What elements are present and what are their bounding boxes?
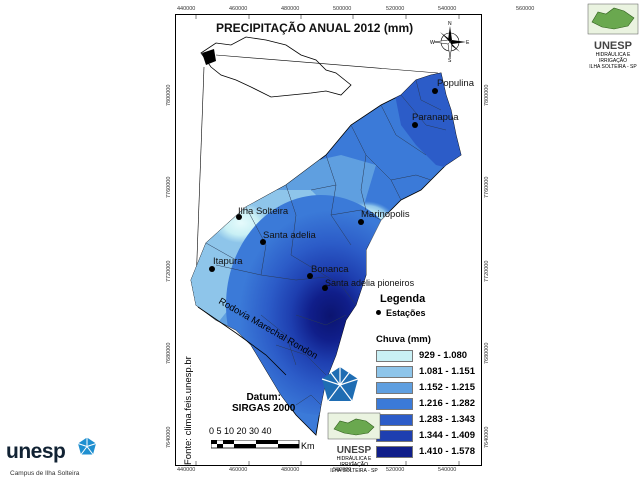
- coord-left-1: 7800000: [166, 84, 172, 106]
- coord-top-6: 540000: [438, 6, 457, 12]
- map-frame: [175, 14, 482, 466]
- coord-top-1: 440000: [177, 6, 196, 12]
- map-title: PRECIPITAÇÃO ANUAL 2012 (mm): [216, 21, 414, 35]
- coord-left-2: 7760000: [166, 176, 172, 198]
- coord-top-7: 560000: [516, 6, 535, 12]
- coord-right-1: 7800000: [484, 84, 490, 106]
- compass-rose-icon: N S W E: [430, 21, 470, 62]
- city-label: Marinopolis: [361, 209, 410, 220]
- legend-swatch: [376, 349, 413, 362]
- city-label: Santa adelia: [263, 230, 316, 241]
- campus-label: Campus de Ilha Solteira: [10, 470, 80, 477]
- legend-station-marker: [376, 310, 381, 315]
- legend-class-2: 1.081 - 1.151: [376, 365, 475, 378]
- legend-swatch: [376, 381, 413, 394]
- coord-left-5: 7640000: [166, 426, 172, 448]
- legend-class-4: 1.216 - 1.282: [376, 397, 475, 410]
- coord-top-4: 500000: [333, 6, 352, 12]
- city-label: Populina: [437, 78, 474, 89]
- compass-n: N: [448, 21, 452, 27]
- station-marker: [322, 285, 328, 291]
- legend-swatch: [376, 445, 413, 458]
- unesp-top-sub2: ILHA SOLTEIRA - SP: [589, 64, 637, 70]
- legend-class-1: 929 - 1.080: [376, 349, 467, 362]
- coord-top-2: 460000: [229, 6, 248, 12]
- unesp-brand: unesp: [6, 440, 66, 463]
- legend-title: Legenda: [380, 293, 426, 305]
- datum-block: Datum: SIRGAS 2000: [232, 392, 295, 414]
- unesp-mid-sub2: ILHA SOLTEIRA - SP: [330, 468, 378, 474]
- coord-right-2: 7760000: [484, 176, 490, 198]
- station-marker: [236, 214, 242, 220]
- coord-bottom-1: 440000: [177, 467, 196, 473]
- city-label: Ilha Solteira: [238, 206, 289, 217]
- coord-left-4: 7680000: [166, 342, 172, 364]
- coord-bottom-6: 540000: [438, 467, 457, 473]
- station-marker: [209, 266, 215, 272]
- unesp-logo-mid: UNESP HIDRÁULICA E IRRIGAÇÃO ILHA SOLTEI…: [326, 411, 382, 474]
- state-locator-map: [200, 36, 352, 98]
- state-map-icon: [587, 3, 639, 35]
- legend-class-5: 1.283 - 1.343: [376, 413, 475, 426]
- legend-stations-label: Estações: [386, 308, 426, 318]
- legend-class-label: 1.283 - 1.343: [419, 414, 475, 425]
- unesp-logo-top: UNESP HIDRÁULICA E IRRIGAÇÃO ILHA SOLTEI…: [586, 2, 640, 70]
- coord-top-3: 480000: [281, 6, 300, 12]
- coord-bottom-3: 480000: [281, 467, 300, 473]
- legend-swatch: [376, 397, 413, 410]
- coord-right-5: 7640000: [484, 426, 490, 448]
- station-marker: [432, 88, 438, 94]
- compass-w: W: [430, 40, 435, 46]
- source-credit: Fonte: clima.feis.unesp.br: [183, 356, 194, 465]
- legend-class-label: 1.081 - 1.151: [419, 366, 475, 377]
- coord-right-3: 7720000: [484, 260, 490, 282]
- legend-class-label: 1.152 - 1.215: [419, 382, 475, 393]
- unesp-polyhedron-logo: [321, 367, 359, 402]
- scale-unit: Km: [301, 441, 315, 451]
- state-map-icon: [327, 412, 381, 440]
- legend-class-label: 929 - 1.080: [419, 350, 468, 361]
- station-marker: [307, 273, 313, 279]
- city-label: Bonanca: [311, 264, 349, 275]
- legend-class-label: 1.344 - 1.409: [419, 430, 475, 441]
- unesp-small-polyhedron-icon: [77, 437, 97, 455]
- coord-top-5: 520000: [386, 6, 405, 12]
- compass-s: S: [448, 58, 452, 62]
- legend-class-7: 1.410 - 1.578: [376, 445, 475, 458]
- city-label: Itapura: [213, 256, 243, 267]
- unesp-mid-name: UNESP: [336, 445, 372, 456]
- datum-value: SIRGAS 2000: [232, 403, 296, 414]
- legend-chuva-label: Chuva (mm): [376, 334, 431, 345]
- unesp-top-name: UNESP: [594, 40, 632, 52]
- coord-bottom-5: 520000: [386, 467, 405, 473]
- legend-class-label: 1.410 - 1.578: [419, 446, 475, 457]
- legend-swatch: [376, 365, 413, 378]
- station-marker: [358, 219, 364, 225]
- map-canvas: [190, 15, 462, 465]
- station-marker: [260, 239, 266, 245]
- datum-label: Datum:: [246, 392, 281, 403]
- legend-class-label: 1.216 - 1.282: [419, 398, 475, 409]
- unesp-mid-sub1: HIDRÁULICA E IRRIGAÇÃO: [336, 456, 372, 468]
- unesp-top-sub1: HIDRÁULICA E IRRIGAÇÃO: [595, 52, 631, 64]
- legend-class-6: 1.344 - 1.409: [376, 429, 475, 442]
- coord-bottom-2: 460000: [229, 467, 248, 473]
- coord-bottom-4: 500000: [333, 467, 352, 473]
- city-label: Paranapua: [412, 112, 459, 123]
- city-label: Santa adelia pioneiros: [325, 278, 415, 288]
- scale-ticks: 0 5 10 20 30 40: [209, 426, 272, 436]
- compass-e: E: [466, 40, 470, 46]
- scale-bar: [211, 440, 300, 449]
- legend-class-3: 1.152 - 1.215: [376, 381, 475, 394]
- coord-right-4: 7680000: [484, 342, 490, 364]
- coord-left-3: 7720000: [166, 260, 172, 282]
- station-marker: [412, 122, 418, 128]
